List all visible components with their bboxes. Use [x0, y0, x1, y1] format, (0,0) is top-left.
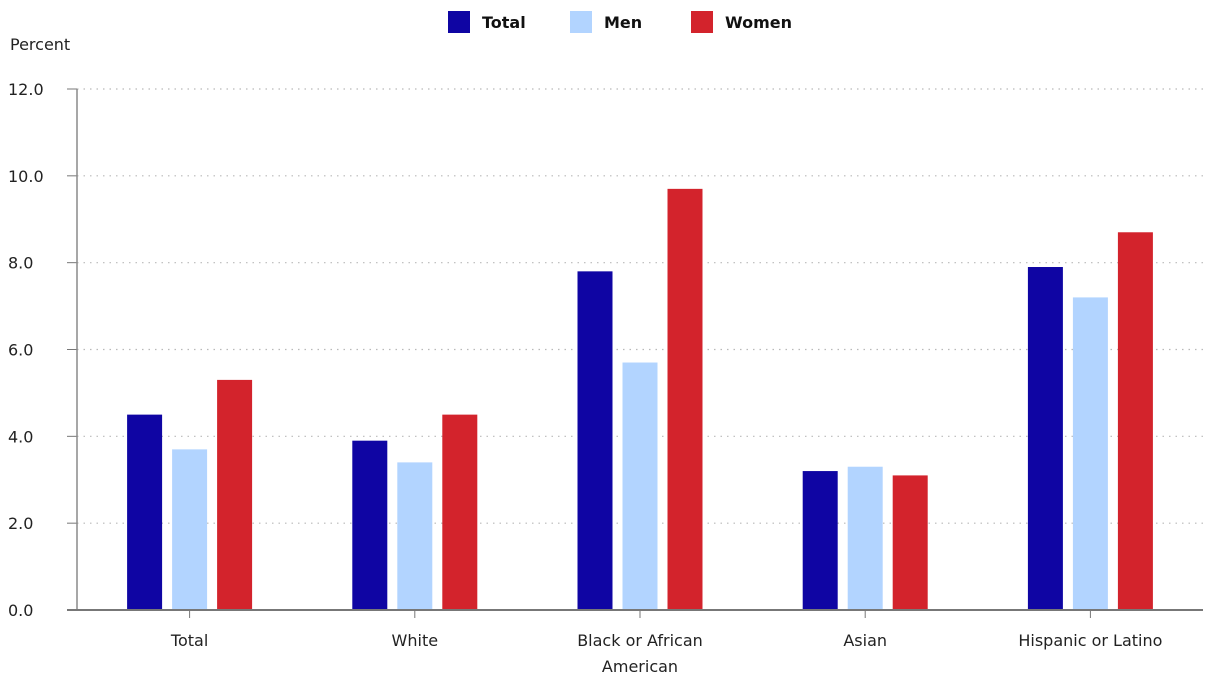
legend-item-total: Total	[448, 9, 526, 35]
legend-swatch-total	[448, 11, 470, 33]
bar-total	[352, 440, 388, 610]
axes	[67, 89, 1203, 611]
x-tick-label: White	[392, 631, 439, 650]
legend-item-women: Women	[691, 9, 792, 35]
y-axis-ticks: 0.0 2.0 4.0 6.0 8.0 10.0 12.0	[8, 80, 77, 620]
bar-women	[667, 188, 703, 610]
bar-women	[442, 414, 478, 610]
bar-women	[217, 379, 253, 610]
bar-total	[127, 414, 163, 610]
x-tick-label: American	[602, 657, 678, 676]
bar-men	[397, 462, 433, 610]
bars	[127, 188, 1153, 610]
y-tick-label: 4.0	[8, 427, 33, 446]
y-tick-label: 2.0	[8, 514, 33, 533]
bar-total	[577, 271, 613, 610]
legend-label-men: Men	[604, 12, 643, 32]
x-tick-label: Asian	[843, 631, 887, 650]
legend-label-total: Total	[482, 12, 526, 32]
x-tick-label: Black or African	[577, 631, 703, 650]
y-tick-label: 8.0	[8, 254, 33, 273]
legend-item-men: Men	[570, 9, 642, 35]
bar-total	[802, 471, 838, 610]
legend-swatch-women	[691, 11, 713, 33]
y-tick-label: 10.0	[8, 167, 44, 186]
x-tick-label: Hispanic or Latino	[1018, 631, 1162, 650]
y-tick-label: 6.0	[8, 341, 33, 360]
legend: Total Men Women	[0, 9, 1206, 35]
bar-men	[172, 449, 208, 610]
bar-women	[892, 475, 928, 610]
bar-women	[1117, 232, 1153, 610]
x-axis-ticks: Total White Black or African American Asian H…	[170, 610, 1162, 676]
legend-swatch-men	[570, 11, 592, 33]
bar-total	[1027, 267, 1063, 610]
bar-men	[847, 466, 883, 610]
y-tick-label: 12.0	[8, 80, 44, 99]
x-tick-label: Total	[170, 631, 208, 650]
bar-men	[1072, 297, 1108, 610]
bar-men	[622, 362, 658, 610]
legend-label-women: Women	[725, 12, 792, 32]
y-tick-label: 0.0	[8, 601, 33, 620]
y-axis-label: Percent	[10, 35, 71, 54]
